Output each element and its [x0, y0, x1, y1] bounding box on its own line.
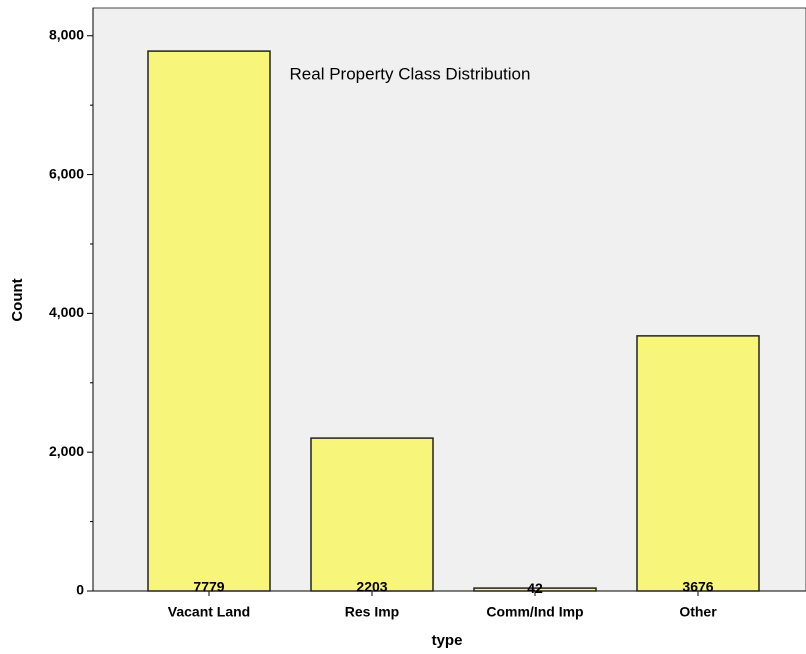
- y-axis-label: Count: [9, 278, 26, 321]
- x-tick-label: Other: [679, 604, 717, 620]
- x-tick-label: Comm/Ind Imp: [486, 604, 583, 620]
- value-label: 42: [527, 580, 543, 596]
- bar: [636, 335, 760, 592]
- value-label: 7779: [193, 579, 224, 595]
- x-tick-label: Vacant Land: [168, 604, 250, 620]
- chart-title: Real Property Class Distribution: [290, 64, 531, 83]
- y-tick-label: 2,000: [49, 443, 84, 459]
- x-tick-label: Res Imp: [345, 604, 399, 620]
- y-tick-label: 0: [76, 582, 84, 598]
- value-label: 3676: [682, 579, 713, 595]
- y-tick-label: 4,000: [49, 304, 84, 320]
- y-tick-label: 8,000: [49, 26, 84, 42]
- bar: [473, 587, 597, 592]
- x-axis-label: type: [432, 632, 463, 649]
- bar: [310, 437, 434, 592]
- bar: [147, 50, 271, 592]
- y-tick-label: 6,000: [49, 165, 84, 181]
- value-label: 2203: [356, 579, 387, 595]
